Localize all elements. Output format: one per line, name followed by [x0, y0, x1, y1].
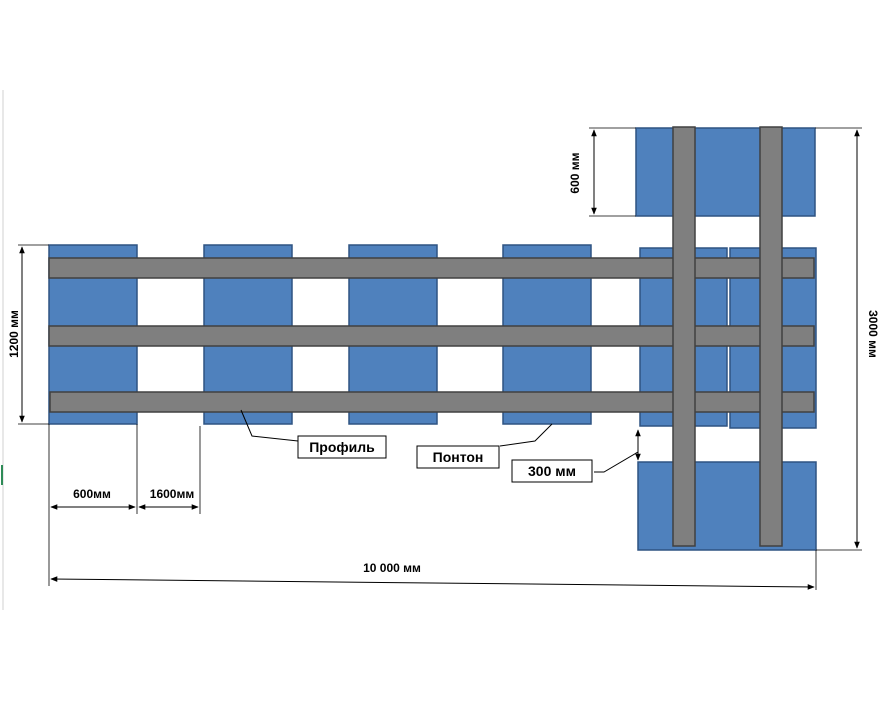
- profile-leader: [240, 409, 299, 442]
- profile-vertical-1: [672, 126, 696, 547]
- profile-horizontal-2: [48, 325, 815, 347]
- pontoon-callout-label: Понтон: [433, 449, 484, 465]
- dim-pontoon-width-label: 600мм: [73, 487, 111, 501]
- profile-vertical-2: [759, 126, 783, 547]
- horizontal-profiles: [48, 257, 815, 413]
- profile-callout-box: [297, 435, 387, 459]
- profile-horizontal-3: [49, 391, 815, 413]
- dim-spacing-label: 1600мм: [150, 487, 195, 501]
- dim-total-width-label: 3000 мм: [866, 310, 880, 358]
- profile-callout-label: Профиль: [309, 439, 375, 455]
- dim-side-pontoon-label: 600 мм: [568, 152, 582, 193]
- dim-total-length-line: [50, 576, 815, 590]
- profile-horizontal-1: [48, 257, 815, 279]
- gap-callout-label: 300 мм: [528, 463, 576, 479]
- gap-leader: [594, 451, 639, 473]
- pontoon-callout-box: [416, 445, 500, 469]
- dim-total-length-label: 10 000 мм: [363, 561, 421, 575]
- side-pontoon-bottom: [637, 461, 817, 551]
- pontoon-leader: [499, 423, 553, 447]
- gap-callout-box: [511, 459, 593, 483]
- dim-width-label: 1200 мм: [7, 310, 21, 358]
- side-pontoon-top: [635, 127, 816, 217]
- vertical-profiles: [672, 126, 783, 547]
